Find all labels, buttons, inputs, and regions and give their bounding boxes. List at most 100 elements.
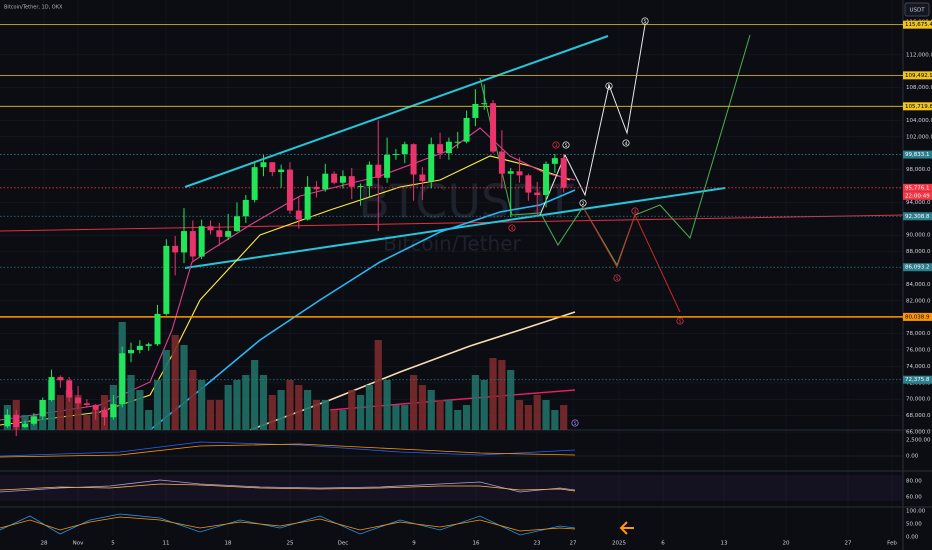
macd-line: [0, 441, 576, 457]
price-tag-label: 86,093.2: [905, 265, 930, 271]
price-tag-label: 115,675.4: [905, 22, 932, 28]
indicator-tick-label: 80.00: [906, 479, 922, 485]
candle-body: [322, 173, 329, 190]
symbol-title: Bitcoin/Tether, 1D, OKX: [4, 5, 63, 11]
volume-bar: [304, 390, 312, 430]
candle-body: [75, 397, 82, 404]
volume-bar: [436, 400, 444, 430]
candle-body: [181, 231, 187, 253]
volume-bar: [242, 375, 250, 430]
time-tick-label: 28: [41, 541, 48, 547]
volume-bar: [198, 380, 206, 430]
candle-body: [357, 186, 364, 187]
candle-body: [13, 414, 20, 428]
volume-bar: [374, 340, 382, 430]
scroll-realtime-button[interactable]: [619, 521, 634, 535]
candle-body: [39, 400, 46, 417]
time-tick-label: 18: [225, 541, 232, 547]
ma-long: [149, 189, 576, 431]
price-tag: [903, 71, 932, 80]
volume-bar: [74, 395, 82, 430]
volume-bar: [286, 380, 294, 430]
time-tick-label: 20: [783, 541, 790, 547]
volume-bar: [357, 395, 365, 430]
price-tag-label: 80,038.9: [905, 314, 930, 320]
candle-body: [242, 199, 249, 217]
channel-top: [184, 35, 609, 188]
volume-bar: [560, 405, 568, 430]
candle-body: [463, 117, 470, 142]
candle-body: [286, 169, 293, 211]
candle-body: [339, 176, 346, 183]
wave-label: 2: [582, 201, 585, 207]
price-tick-label: 104,000.0: [906, 118, 932, 124]
volume-bar: [215, 400, 223, 430]
price-tick-label: 94,000.0: [906, 200, 931, 206]
candle-body: [198, 226, 205, 257]
price-tick-label: 76,000.0: [906, 348, 931, 354]
price-tag: [903, 263, 932, 272]
stoch-d: [0, 516, 576, 532]
volume-bar: [268, 395, 276, 430]
volume-bar: [454, 410, 462, 430]
indicator-tick-label: 2,500.00: [906, 438, 931, 444]
wave-label-circle: [631, 207, 639, 215]
candle-body: [560, 158, 567, 188]
volume-bar: [498, 360, 506, 430]
price-tick-label: 90,000.0: [906, 233, 931, 239]
candle-body: [101, 409, 108, 418]
volume-bar: [348, 390, 356, 430]
volume-bar: [259, 375, 268, 430]
wave-label: 4: [625, 141, 628, 147]
volume-bar: [162, 350, 170, 430]
volume-bar: [365, 385, 374, 430]
time-tick-label: 23: [534, 541, 541, 547]
volume-bar: [330, 410, 338, 430]
candle-body: [507, 171, 514, 174]
candle-body: [278, 169, 285, 173]
volume-bar: [409, 375, 418, 430]
candle-body: [392, 154, 399, 156]
candle-body: [437, 144, 444, 154]
volume-bar: [418, 385, 427, 430]
time-tick-label: 27: [570, 541, 577, 547]
rsi-ma: [0, 483, 576, 492]
price-tick-label: 82,000.0: [906, 298, 931, 304]
volume-bar: [47, 380, 56, 430]
price-tag: [903, 20, 932, 29]
volume-bar: [189, 370, 197, 430]
candle-body: [119, 353, 126, 405]
volume-bar: [445, 400, 453, 430]
candle-body: [216, 230, 223, 237]
candle-body: [304, 186, 311, 220]
candle-body: [481, 103, 488, 105]
candle-body: [534, 192, 541, 196]
wave-label: 5: [616, 276, 619, 282]
wave-label-circle: [613, 274, 621, 282]
candle-body: [490, 103, 497, 152]
price-tag: [903, 150, 932, 159]
wave-label: 5: [679, 319, 682, 325]
price-tag: [903, 102, 932, 111]
time-tick-label: 27: [845, 541, 852, 547]
candle-body: [30, 416, 37, 424]
candle-body: [145, 344, 152, 346]
price-tag-label: 95,776.1: [905, 185, 930, 191]
volume-bar: [471, 375, 479, 430]
time-tick-label: Dec: [338, 541, 349, 547]
volume-bar: [533, 395, 541, 430]
candle-body: [269, 162, 276, 173]
candle-body: [154, 313, 161, 345]
arrow-icon: [619, 521, 634, 535]
volume-bar: [542, 400, 550, 430]
volume-bar: [171, 335, 179, 430]
channel-bottom: [184, 187, 726, 269]
currency-button[interactable]: [904, 2, 930, 17]
wave-label: 5: [574, 421, 577, 427]
signal-line: [0, 443, 576, 458]
candle-body: [4, 414, 11, 427]
candle-body: [22, 423, 29, 428]
price-tick-label: 74,000.0: [906, 364, 931, 370]
wave-label-circle: [605, 82, 613, 90]
wave-label-circle: [571, 419, 579, 427]
